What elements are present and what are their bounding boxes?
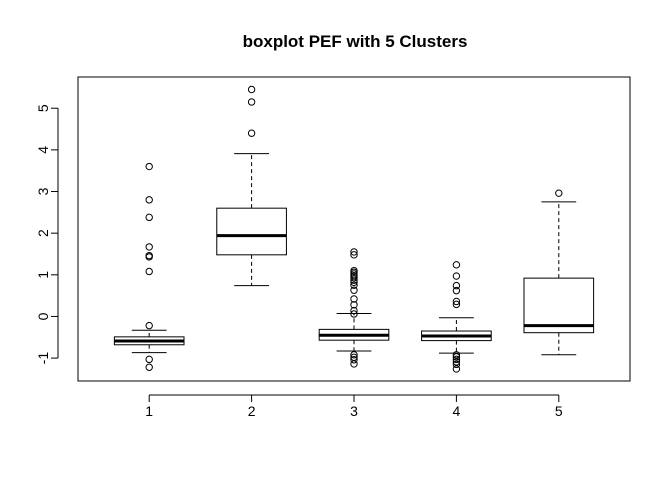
- outlier-point: [350, 251, 358, 259]
- outlier-point: [350, 286, 358, 294]
- box-cluster-1: [113, 162, 185, 371]
- chart-title: boxplot PEF with 5 Clusters: [243, 32, 468, 51]
- y-tick-label: 3: [35, 187, 51, 195]
- x-tick-label: 1: [145, 403, 153, 419]
- x-tick-label: 4: [453, 403, 461, 419]
- iqr-box: [523, 277, 595, 334]
- outlier-point: [247, 98, 256, 106]
- y-axis: -1 0 1 2 3 4 5: [35, 104, 59, 365]
- outlier-point: [452, 365, 461, 373]
- outlier-point: [452, 351, 461, 359]
- outlier-point: [452, 355, 461, 364]
- outlier-point: [452, 281, 461, 290]
- outlier-point: [350, 360, 358, 368]
- outlier-point: [145, 196, 153, 204]
- outlier-point: [350, 310, 358, 318]
- outlier-point: [145, 355, 153, 364]
- box-cluster-5: [523, 189, 595, 356]
- outlier-point: [145, 267, 153, 276]
- x-tick-label: 2: [248, 403, 256, 419]
- outlier-point: [145, 321, 153, 330]
- outlier-point: [452, 358, 461, 366]
- outlier-point: [350, 278, 358, 287]
- outlier-point: [247, 129, 256, 137]
- x-tick-label: 3: [350, 403, 358, 419]
- iqr-box: [216, 207, 287, 256]
- box-cluster-3: [318, 248, 390, 368]
- outlier-point: [350, 276, 358, 284]
- box-cluster-4: [421, 261, 492, 373]
- x-axis: 1 2 3 4 5: [145, 394, 563, 419]
- outlier-point: [145, 253, 153, 261]
- outlier-point: [452, 360, 461, 369]
- y-tick-label: 0: [35, 312, 51, 320]
- outlier-point: [452, 297, 461, 306]
- box-cluster-2: [216, 85, 287, 287]
- outlier-point: [452, 300, 461, 309]
- outlier-point: [350, 274, 358, 282]
- outlier-point: [145, 213, 153, 222]
- box-series: [113, 85, 595, 373]
- outlier-point: [145, 162, 153, 171]
- outlier-point: [452, 272, 461, 280]
- outlier-point: [350, 306, 358, 315]
- x-tick-label: 5: [555, 403, 563, 419]
- outlier-point: [555, 189, 563, 197]
- outlier-point: [350, 301, 358, 309]
- y-tick-label: 4: [35, 146, 51, 154]
- y-tick-label: 2: [35, 229, 51, 237]
- outlier-point: [452, 286, 461, 295]
- outlier-point: [350, 248, 358, 256]
- outlier-point: [350, 356, 358, 364]
- outlier-point: [452, 261, 461, 269]
- outlier-point: [145, 363, 153, 371]
- outlier-point: [145, 243, 153, 251]
- outlier-point: [452, 353, 461, 361]
- y-tick-label: -1: [35, 352, 51, 365]
- outlier-point: [247, 85, 256, 94]
- outlier-point: [350, 295, 358, 303]
- outlier-point: [350, 351, 358, 359]
- y-tick-label: 5: [35, 104, 51, 112]
- outlier-point: [350, 281, 358, 289]
- y-tick-label: 1: [35, 271, 51, 279]
- plot-frame: [77, 76, 631, 382]
